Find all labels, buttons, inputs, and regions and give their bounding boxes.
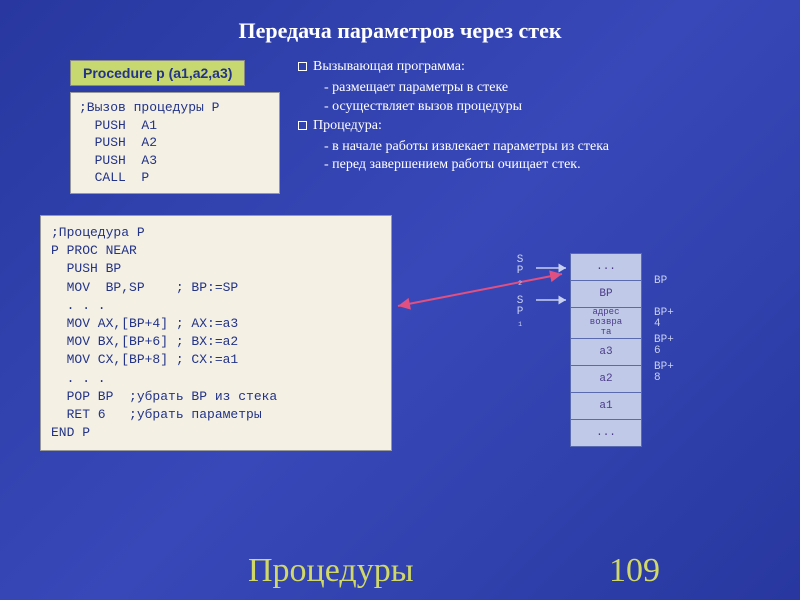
sp-arrows: [534, 258, 570, 338]
bp-offset-labels: BP BP+ 4 BP+ 6 BP+ 8: [654, 276, 674, 385]
sp-pointer-labels: S P ₂ S P ₁: [506, 255, 534, 329]
stack-cell: a3: [570, 338, 642, 366]
procedure-code-box: ;Процедура P P PROC NEAR PUSH BP MOV BP,…: [40, 215, 392, 451]
bullet-sub: - осуществляет вызов процедуры: [298, 98, 609, 117]
stack-cell: a2: [570, 365, 642, 393]
page-title: Передача параметров через стек: [0, 0, 800, 44]
bp-label: BP: [654, 276, 674, 288]
bp-label: BP+ 4: [654, 308, 674, 331]
bp-label: BP+ 6: [654, 335, 674, 358]
bullet-text: Процедура:: [313, 118, 382, 133]
stack-diagram: ... BP адрес возвра та a3 a2 a1 ...: [570, 254, 642, 447]
stack-cell: адрес возвра та: [570, 307, 642, 339]
footer-topic: Процедуры: [248, 552, 414, 590]
caller-code-box: ;Вызов процедуры P PUSH A1 PUSH A2 PUSH …: [70, 92, 280, 194]
stack-cell: ...: [570, 419, 642, 447]
bullet-icon: [298, 62, 307, 71]
bullet-icon: [298, 121, 307, 130]
bullet-text: Вызывающая программа:: [313, 59, 465, 74]
sp-label: S P ₂: [506, 255, 534, 288]
bullet-procedure: Процедура:: [298, 117, 609, 136]
bullet-caller: Вызывающая программа:: [298, 58, 609, 77]
sp1-label: S P ₁: [506, 296, 534, 329]
footer-page-number: 109: [609, 552, 660, 590]
bullet-sub: - в начале работы извлекает параметры из…: [298, 138, 609, 157]
stack-cell: a1: [570, 392, 642, 420]
bp-label: BP+ 8: [654, 362, 674, 385]
procedure-signature: Procedure p (a1,a2,a3): [70, 60, 245, 86]
stack-cell: ...: [570, 253, 642, 281]
stack-cell: BP: [570, 280, 642, 308]
description-bullets: Вызывающая программа: - размещает параме…: [298, 58, 609, 175]
bullet-sub: - перед завершением работы очищает стек.: [298, 156, 609, 175]
bullet-sub: - размещает параметры в стеке: [298, 79, 609, 98]
